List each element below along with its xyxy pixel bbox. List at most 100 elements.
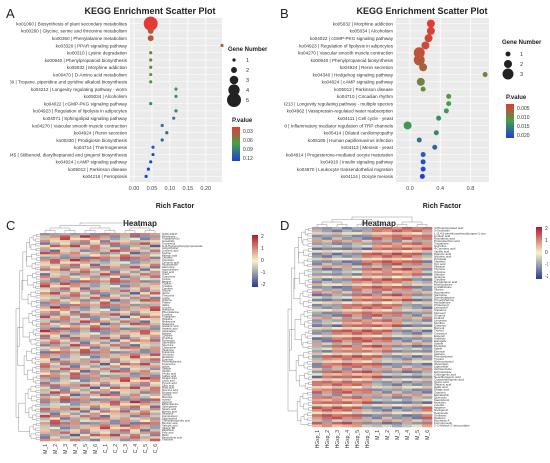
heatmap-cell: [392, 283, 403, 287]
heatmap-cell: [110, 365, 121, 369]
heatmap-cell: [352, 355, 363, 359]
heatmap-cell: [352, 398, 363, 402]
heatmap-cell: [382, 306, 393, 310]
heatmap-cell: [372, 280, 383, 284]
heatmap-cell: [140, 405, 151, 409]
heatmap-row-label: Proline: [162, 301, 171, 305]
dendrogram-branch: [308, 376, 312, 380]
pathway-label: ko04924 | Renin secretion: [340, 65, 394, 70]
heatmap-cell: [422, 303, 433, 307]
heatmap-cell: [130, 306, 141, 309]
heatmap-scale-tick: 2: [545, 226, 548, 232]
heatmap-cell: [60, 247, 71, 250]
heatmap-cell: [100, 370, 111, 373]
heatmap-cell: [120, 351, 131, 354]
heatmap-cell: [70, 303, 81, 307]
heatmap-cell: [50, 422, 61, 425]
heatmap-cell: [382, 344, 393, 348]
heatmap-cell: [100, 301, 111, 305]
heatmap-cell: [422, 311, 433, 315]
heatmap-cell: [342, 383, 353, 387]
heatmap-cell: [90, 391, 101, 395]
heatmap-cell: [100, 251, 111, 255]
heatmap-cell: [322, 268, 333, 271]
heatmap-cell: [50, 311, 61, 314]
heatmap-cell: [332, 365, 343, 369]
heatmap-cell: [50, 438, 61, 442]
heatmap-row-label: Estragole: [434, 339, 447, 343]
heatmap-row-label: Cadaverine: [162, 345, 176, 349]
heatmap-cell: [372, 360, 383, 364]
heatmap-cell: [90, 431, 101, 435]
heatmap-cell: [130, 344, 141, 347]
heatmap-cell: [362, 414, 373, 418]
heatmap-cell: [80, 263, 91, 267]
heatmap-row-label: Phenylalanine: [162, 310, 179, 314]
pathway-label: ko04024 | cAMP signaling pathway: [322, 80, 394, 85]
heatmap-column-label: HGsp_4: [345, 430, 351, 449]
heatmap-cell: [140, 325, 151, 328]
heatmap-cell: [372, 352, 383, 356]
heatmap-cell: [70, 405, 81, 409]
heatmap-cell: [60, 436, 71, 439]
heatmap-cell: [362, 270, 373, 274]
dendrogram-branch: [35, 333, 40, 336]
heatmap-cell: [362, 296, 373, 300]
size-legend-dot: [227, 93, 241, 107]
dendrogram-branch: [36, 323, 40, 327]
heatmap-cell: [80, 301, 91, 305]
heatmap-cell: [382, 365, 393, 369]
heatmap-cell: [40, 263, 51, 267]
heatmap-cell: [372, 291, 383, 294]
heatmap-cell: [402, 352, 413, 356]
heatmap-row-label: Pantothenic acid: [162, 435, 182, 439]
heatmap-cell: [90, 341, 101, 345]
heatmap-cell: [90, 405, 101, 409]
heatmap-row-label: Tyrosol: [434, 357, 444, 361]
heatmap-cell: [90, 334, 101, 338]
heatmap-cell: [352, 270, 363, 274]
heatmap-cell: [392, 298, 403, 302]
heatmap-row-label: Asparagine: [162, 329, 176, 333]
heatmap-cell: [120, 377, 131, 380]
heatmap-cell: [352, 275, 363, 279]
heatmap-cell: [110, 285, 121, 288]
heatmap-cell: [402, 421, 413, 425]
heatmap-row-label: Verbascoside: [434, 367, 452, 371]
color-legend-bar-a: [232, 127, 240, 161]
heatmap-cell: [312, 391, 323, 394]
heatmap-cell: [362, 311, 373, 315]
heatmap-cell: [60, 346, 71, 350]
heatmap-cell: [372, 239, 383, 243]
heatmap-cell: [120, 244, 131, 248]
heatmap-cell: [382, 385, 393, 389]
dendrogram-branch: [298, 237, 302, 258]
heatmap-cell: [422, 301, 433, 305]
heatmap-cell: [150, 396, 161, 399]
heatmap-cell: [120, 277, 131, 281]
heatmap-cell: [392, 357, 403, 361]
heatmap-row-label: Mannitol: [162, 395, 173, 399]
heatmap-cell: [150, 299, 161, 302]
heatmap-cell: [150, 377, 161, 380]
heatmap-cell: [362, 391, 373, 394]
heatmap-cell: [362, 388, 373, 392]
heatmap-cell: [40, 348, 51, 352]
heatmap-cell: [372, 401, 383, 405]
heatmap-cell: [402, 268, 413, 271]
heatmap-cell: [150, 303, 161, 307]
heatmap-cell: [372, 298, 383, 302]
pathway-label: ko04212 | Longevity regulating pathway -…: [31, 87, 127, 92]
heatmap-cell: [110, 244, 121, 248]
heatmap-cell: [50, 360, 61, 364]
heatmap-cell: [412, 234, 423, 238]
heatmap-cell: [372, 283, 383, 287]
heatmap-cell: [372, 375, 383, 379]
heatmap-cell: [342, 280, 353, 284]
heatmap-cell: [392, 378, 403, 382]
heatmap-cell: [362, 260, 373, 264]
heatmap-cell: [342, 234, 353, 238]
dendrogram-branch: [23, 355, 28, 375]
heatmap-cell: [332, 239, 343, 243]
heatmap-cell: [352, 385, 363, 389]
